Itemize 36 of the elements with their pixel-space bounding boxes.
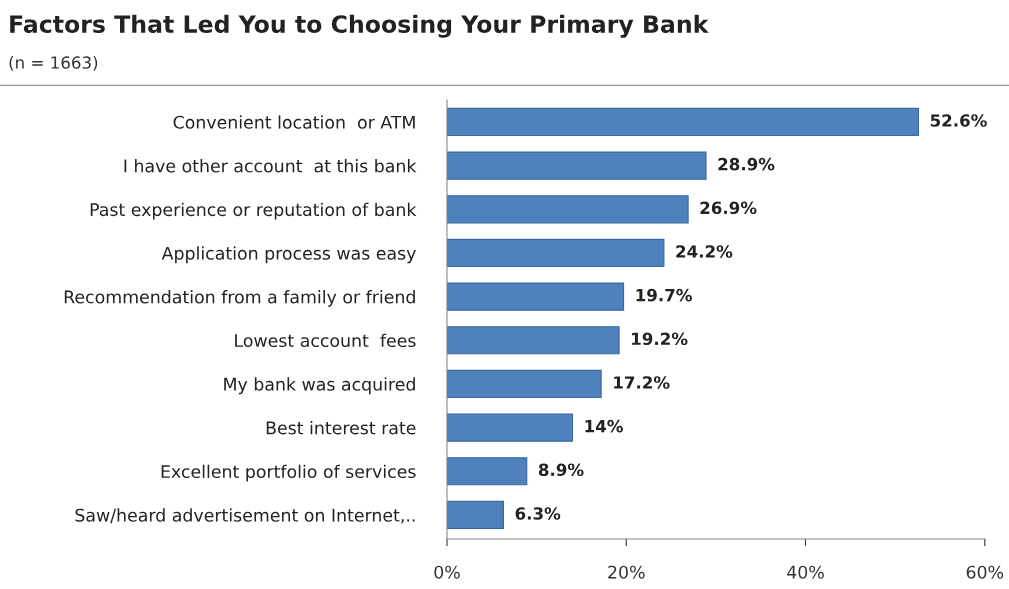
y-tick-label: Saw/heard advertisement on Internet,..	[75, 508, 415, 524]
bar	[446, 282, 625, 311]
y-tick-label: Lowest account fees	[235, 333, 416, 348]
bar	[446, 238, 665, 268]
bar	[446, 107, 920, 137]
data-label: 52.6%	[930, 114, 987, 127]
y-tick-label: Past experience or reputation of bank	[90, 202, 417, 220]
x-tick-label: 60%	[966, 565, 1004, 579]
bar	[446, 369, 602, 399]
bar	[446, 500, 505, 530]
bar	[446, 457, 528, 486]
data-label: 19.7%	[636, 288, 692, 302]
chart-title: Factors That Led You to Choosing Your Primary Bank	[10, 14, 709, 38]
y-tick-label: My bank was acquired	[224, 377, 415, 395]
bar	[446, 195, 689, 224]
data-label: 8.9%	[538, 463, 584, 477]
data-label: 14%	[585, 419, 623, 433]
x-tick-label: 0%	[434, 565, 460, 579]
data-label: 6.3%	[515, 507, 561, 520]
bar	[446, 151, 707, 180]
y-tick-label: I have other account at this bank	[124, 159, 417, 173]
y-tick-label: Best interest rate	[266, 421, 416, 435]
y-tick-label: Recommendation from a family or friend	[64, 290, 415, 307]
y-tick-label: Excellent portfolio of services	[161, 464, 416, 482]
y-tick-label: Application process was easy	[161, 246, 416, 264]
data-label: 24.2%	[676, 245, 733, 258]
data-label: 26.9%	[700, 201, 757, 215]
y-tick-label: Convenient location or ATM	[173, 115, 415, 129]
text: (n = 1663)	[9, 55, 98, 71]
bar	[446, 326, 620, 355]
bar	[446, 413, 574, 442]
x-tick-label: 20%	[608, 565, 645, 579]
data-label: 28.9%	[718, 157, 775, 171]
data-label: 17.2%	[614, 376, 670, 389]
x-tick-label: 40%	[787, 565, 824, 579]
data-label: 19.2%	[632, 332, 688, 346]
